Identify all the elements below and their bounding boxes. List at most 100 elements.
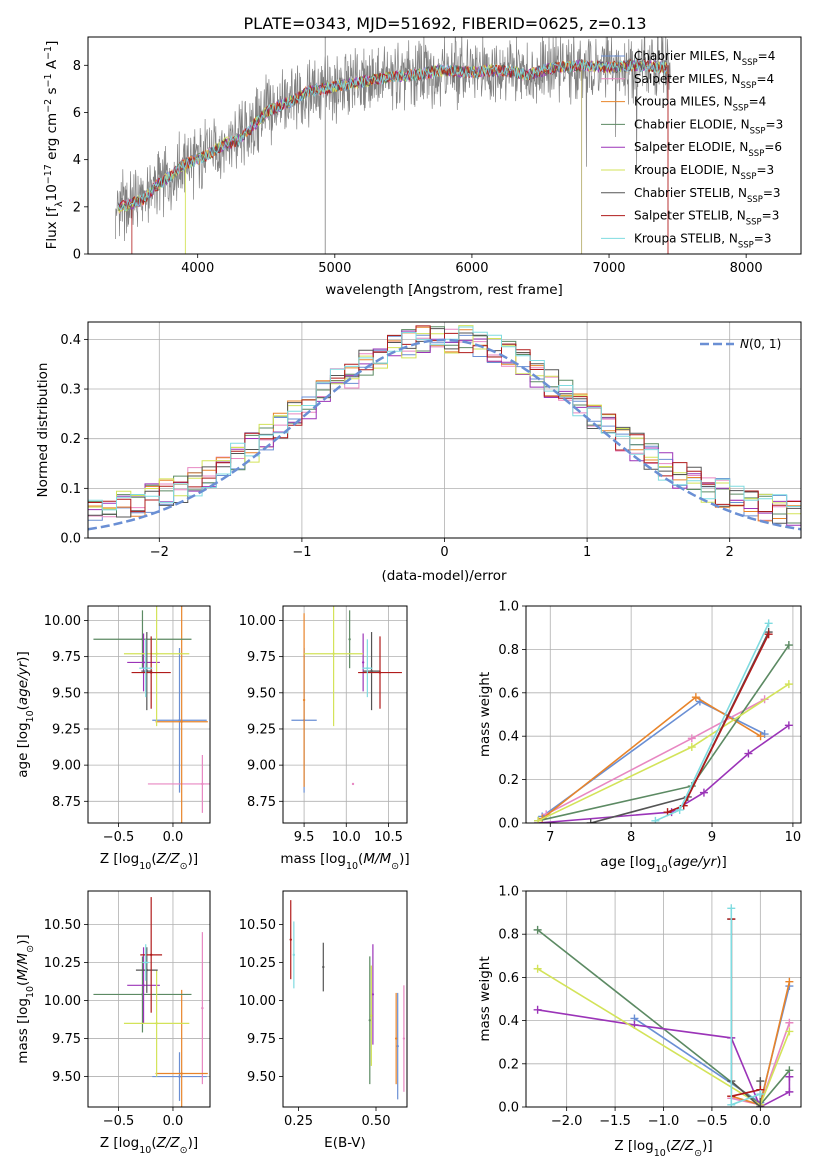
label-part: ⊙ [180,1145,188,1156]
legend-sub: SSP [733,104,749,114]
y-tick-label: 8 [73,59,81,74]
label-part: )] [15,934,31,945]
legend-n: =3 [762,209,780,223]
histogram-step [88,325,801,523]
errorbar-point [394,1037,398,1040]
x-tick-label: 10 [785,830,802,845]
weight-marker [586,819,595,823]
label-part: M/M [15,952,31,980]
age-vs-Z-axes: −0.5 0.0 8.75 9.00 9.25 9.50 9.75 10.00 [44,606,210,845]
x-tick-label: 10.5 [374,830,403,845]
axes-frame [87,36,802,255]
errorbar-point [289,938,292,941]
label-part: )] [188,1135,199,1151]
label-part: ( [358,851,363,867]
label-part: ( [151,1135,156,1151]
y-tick-label: 4 [73,153,81,168]
label-part: 10 [346,861,358,872]
weight-marker [534,816,543,823]
y-tick-label: 0.6 [498,971,519,986]
y-tick-label: 9.25 [247,722,276,737]
weight-marker [756,1090,765,1099]
label-part: )] [188,851,199,867]
label-part: )] [716,854,727,870]
weight-marker [727,904,736,913]
mass-vs-EBV-axes: 0.25 0.50 9.50 9.75 10.00 10.25 10.50 [239,918,391,1129]
label-part: wavelength [Angstrom, rest frame] [325,282,563,298]
x-tick-label: 7 [546,830,554,845]
weight-marker [784,641,793,650]
mass-vs-Z-axes: −0.5 0.0 9.50 9.75 10.00 10.25 10.50 [44,891,210,1129]
y-tick-label: 0.8 [498,643,519,658]
y-tick-label: 9.50 [52,1070,81,1085]
weight-series-line [730,919,762,1107]
y-tick-label: 1.0 [498,885,519,900]
label-part: λ [54,201,65,207]
legend-n: =3 [766,117,784,131]
y-tick-label: 10.00 [239,994,276,1009]
label-part: Z/Z [670,1138,695,1154]
label-part: erg cm [44,113,60,164]
weight-marker [756,1103,765,1107]
label-part: ( [668,854,673,870]
gaussian-curve [88,338,801,531]
legend-n: =3 [756,163,774,177]
label-part: ⊙ [694,1148,702,1159]
weight-marker [784,680,793,689]
y-tick-label: 0.2 [498,1057,519,1072]
y-tick-label: 10.50 [44,918,81,933]
y-tick-label: 0.0 [498,1101,519,1116]
mass-vs-EBV-xlabel: E(B-V) [324,1135,366,1151]
label-part: age [log [15,722,31,777]
spectrum-data-line [115,37,672,242]
axes-frame [525,605,802,824]
weight-vs-Z-marks [533,904,794,1107]
x-tick-label: 2 [726,545,734,560]
weight-marker [784,721,793,730]
x-tick-label: −0.5 [103,830,135,845]
x-tick-label: 8 [627,830,635,845]
weight-vs-age-xlabel: age [log10(age/yr)] [600,854,726,875]
legend-sub: SSP [741,81,757,91]
errorbar-point [149,953,153,957]
y-tick-label: 9.50 [247,1070,276,1085]
label-part: mass weight [477,956,493,1041]
weight-marker [533,925,542,934]
errorbar-point [402,1037,406,1040]
label-part: mass [log [280,851,346,867]
weight-marker [744,749,753,758]
weight-marker [675,805,684,814]
label-part: ( [666,1138,671,1154]
weight-marker [691,693,700,702]
x-tick-label: 0.0 [750,1114,771,1129]
label-part: ⊙ [180,861,188,872]
y-tick-label: 10.25 [239,956,276,971]
label-part: A [44,59,60,73]
legend-n: =3 [754,231,772,245]
legend-sub: SSP [747,195,763,205]
errorbar-point [178,719,181,722]
label-part: E(B-V) [324,1135,366,1151]
legend-sub: SSP [738,240,754,250]
age-vs-mass-axes: 9.5 10.0 10.5 8.75 9.00 9.25 9.50 9.75 10.00 [239,606,407,845]
weight-marker [533,964,542,973]
errorbar-point [180,1072,183,1075]
y-tick-label: 8.75 [52,795,81,810]
legend-sub: SSP [741,172,757,182]
weight-marker [760,730,769,739]
y-tick-label: 8.75 [247,795,276,810]
errorbar-point [378,671,382,674]
label-part: age [log [600,854,655,870]
legend-sub: SSP [742,58,758,68]
x-tick-label: 0.50 [362,1114,391,1129]
x-tick-label: −1 [292,545,311,560]
weight-series-line [590,631,770,823]
weight-marker [785,1072,794,1081]
y-tick-label: 9.00 [52,759,81,774]
legend-n: =3 [763,186,781,200]
errorbar-point [292,953,296,957]
errorbar-point [144,667,147,670]
label-part: −2 [43,99,54,113]
errorbar-point [155,1022,158,1025]
y-tick-label: 9.75 [52,650,81,665]
